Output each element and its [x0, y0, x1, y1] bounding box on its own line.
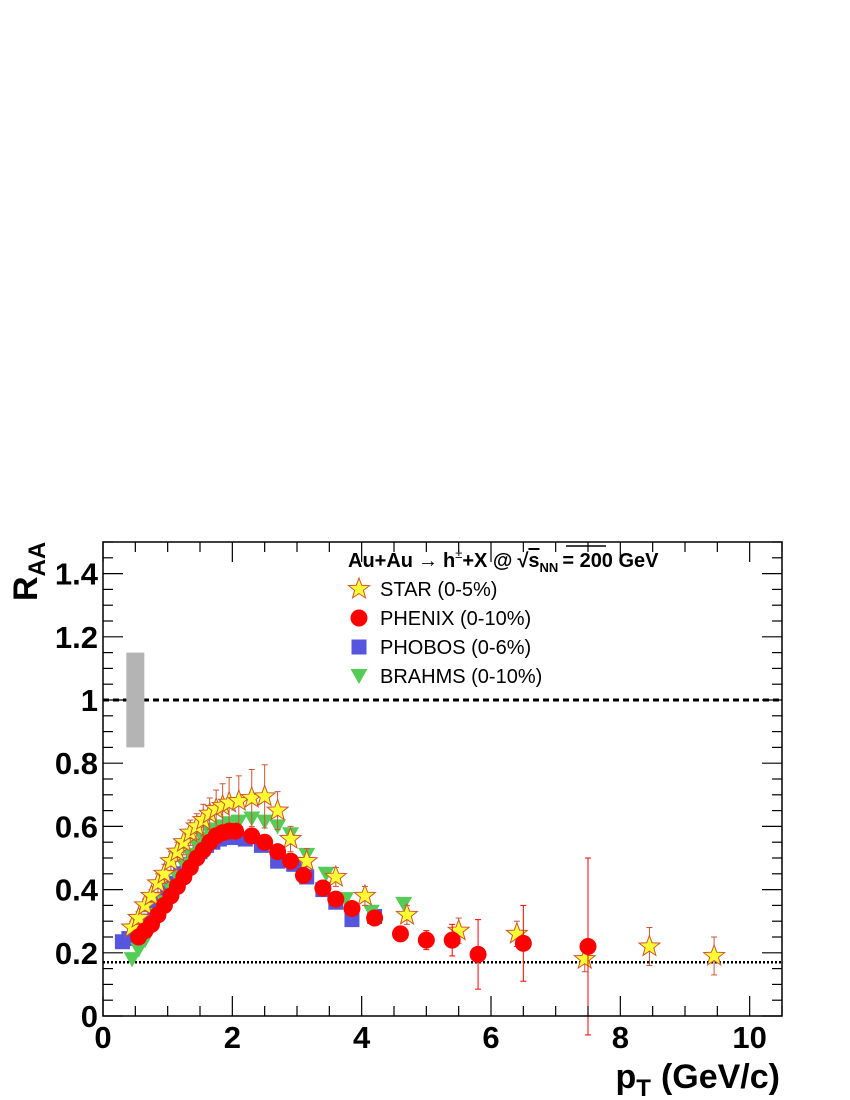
legend-title: Au+Au → h±+X @ √sNN = 200 GeV — [348, 546, 659, 575]
data-point — [469, 945, 487, 963]
data-point — [294, 848, 319, 872]
y-tick-label: 1.4 — [55, 557, 99, 592]
x-tick-label: 0 — [94, 1020, 111, 1055]
data-point — [269, 843, 287, 861]
y-tick-label: 0 — [81, 999, 98, 1034]
data-point — [637, 934, 662, 957]
reference-lines — [103, 698, 782, 964]
legend-title-sqrt-sub: NN — [540, 560, 559, 575]
y-axis-title-main: R — [7, 576, 45, 601]
data-point — [343, 900, 361, 918]
legend-title-energy: = 200 GeV — [562, 550, 659, 572]
data-point — [126, 905, 151, 929]
x-tick-label: 10 — [732, 1020, 766, 1055]
legend-label: PHENIX (0-10%) — [380, 608, 531, 630]
legend-title-arrow: → — [418, 550, 438, 572]
data-point — [243, 827, 261, 845]
series-star — [120, 764, 726, 976]
legend-label: STAR (0-5%) — [380, 579, 497, 601]
y-tick-label: 0.8 — [55, 746, 98, 781]
x-tick-label: 4 — [353, 1020, 371, 1055]
series-phenix — [130, 822, 597, 1036]
y-tick-label: 0.6 — [55, 809, 98, 844]
legend-entry: BRAHMS (0-10%) — [350, 666, 542, 688]
legend-entry: PHENIX (0-10%) — [350, 608, 531, 630]
data-point — [443, 931, 461, 949]
data-point — [353, 883, 377, 906]
data-point — [314, 879, 332, 897]
y-tick-label: 0.4 — [55, 873, 99, 908]
legend-marker — [347, 576, 371, 600]
axis-ticks: 0 2 4 6 8 10 0 0.2 0.4 0.6 0.8 1 1.2 1.4 — [55, 541, 783, 1055]
legend-label: BRAHMS (0-10%) — [380, 666, 542, 688]
data-point — [572, 946, 597, 970]
data-point — [130, 942, 148, 958]
x-tick-label: 6 — [482, 1020, 499, 1055]
x-axis-title-unit: (GeV/c) — [661, 1058, 780, 1096]
data-point — [579, 937, 597, 955]
y-axis-title: RAA — [7, 542, 51, 601]
data-point — [282, 852, 300, 870]
data-point — [123, 952, 141, 968]
legend-marker — [350, 609, 368, 627]
legend-title-charge: ± — [455, 546, 462, 561]
data-point — [395, 896, 413, 912]
x-axis-title: pT (GeV/c) — [616, 1058, 781, 1100]
legend-entry: STAR (0-5%) — [347, 576, 497, 601]
y-tick-label: 1.2 — [55, 620, 98, 655]
data-point — [395, 902, 419, 925]
y-tick-label: 1 — [81, 683, 98, 718]
legend-entry: PHOBOS (0-6%) — [351, 637, 531, 659]
data-point — [366, 909, 384, 927]
legend-title-sqrt-symbol: √ — [517, 550, 529, 572]
normalization-uncertainty-box — [126, 652, 145, 748]
svg-text:RAA: RAA — [7, 542, 51, 601]
data-point — [391, 925, 409, 943]
data-point — [702, 943, 726, 967]
data-point — [252, 783, 277, 807]
data-series — [114, 764, 726, 1036]
legend-title-particle: h — [443, 550, 455, 572]
legend-marker — [351, 639, 367, 655]
legend-marker — [350, 669, 368, 684]
data-point — [417, 931, 435, 949]
legend-title-system: Au+Au — [348, 550, 413, 572]
y-tick-label: 0.2 — [55, 936, 98, 971]
y-axis-title-sub: AA — [24, 542, 51, 577]
x-tick-label: 8 — [612, 1020, 629, 1055]
x-axis-title-main: p — [616, 1058, 637, 1096]
data-point — [323, 864, 348, 888]
legend: STAR (0-5%) PHENIX (0-10%) PHOBOS (0-6%) BR… — [347, 576, 542, 688]
data-point — [265, 798, 290, 821]
data-point — [514, 934, 532, 952]
data-point — [294, 866, 312, 884]
legend-label: PHOBOS (0-6%) — [380, 637, 531, 659]
legend-title-rest: +X @ — [462, 550, 512, 572]
x-tick-label: 2 — [224, 1020, 241, 1055]
data-point — [256, 833, 274, 851]
x-axis-title-sub: T — [636, 1075, 651, 1100]
data-point — [227, 822, 245, 840]
legend-title-sqrt-s: s — [528, 550, 539, 572]
normalization-band — [126, 652, 145, 748]
data-point — [327, 890, 345, 908]
data-point — [278, 826, 303, 850]
